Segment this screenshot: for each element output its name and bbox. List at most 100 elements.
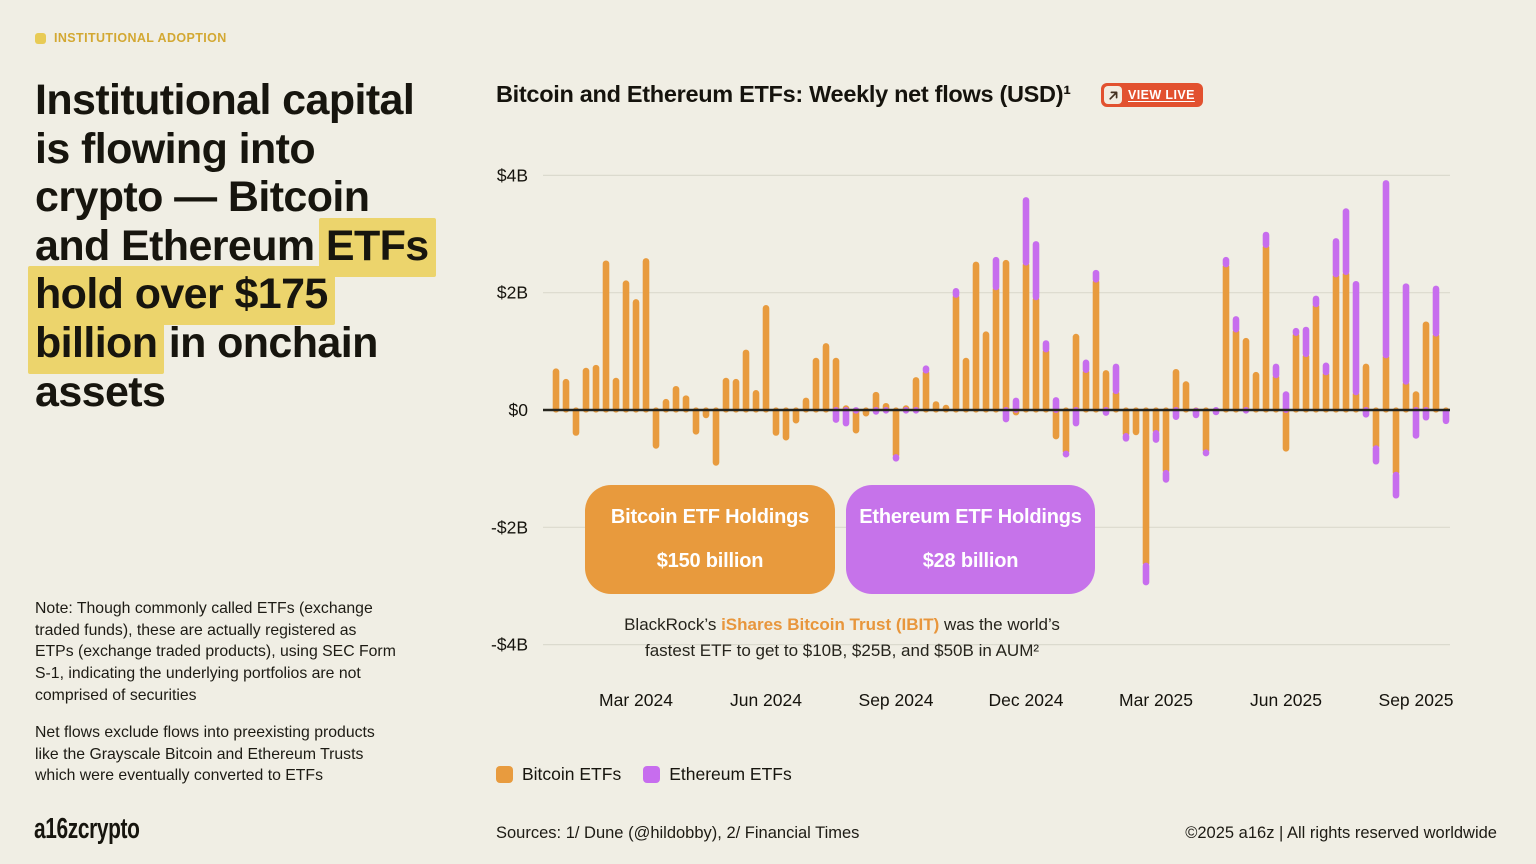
bar-segment [1422,321,1430,413]
bar-segment [782,407,790,441]
bar-segment [1342,208,1350,275]
bar-segment [1382,354,1390,413]
bar-segment [1072,407,1080,427]
bar-segment [872,391,880,413]
note-net-flows: Net flows exclude flows into preexisting… [35,724,375,785]
bar-segment [1232,316,1240,333]
bar-segment [1112,390,1120,413]
bar-segment [1112,363,1120,395]
bar-segment [1052,407,1060,440]
x-axis-label: Jun 2024 [730,690,802,710]
legend-item-bitcoin: Bitcoin ETFs [496,764,621,785]
bar-segment [1162,469,1170,483]
bar-segment [852,407,860,434]
bar-segment [1142,562,1150,586]
bar-segment [1082,359,1090,373]
x-axis-label: Jun 2025 [1250,690,1322,710]
view-live-label: VIEW LIVE [1128,88,1195,102]
bar-segment [1222,263,1230,413]
bar-segment [1182,381,1190,413]
bitcoin-callout-value: $150 billion [656,550,764,572]
bar-segment [1382,180,1390,359]
y-axis-label: $0 [509,400,529,420]
bar-segment [1262,231,1270,249]
bar-segment [762,305,770,413]
bar-segment [912,377,920,413]
bar-segment [952,293,960,413]
bar-segment [552,368,560,413]
bar-segment [572,407,580,436]
bar-segment [682,395,690,413]
bar-segment [742,349,750,413]
bar-segment [1252,371,1260,413]
bar-segment [602,260,610,413]
bar-segment [1122,432,1130,442]
bar-segment [582,367,590,413]
bar-segment [652,407,660,449]
page-title: Institutional capital is flowing into cryp… [28,76,505,416]
bar-segment [1002,259,1010,413]
bar-segment [1352,391,1360,413]
bar-segment [962,357,970,413]
bar-segment [732,378,740,413]
bar-segment [1232,328,1240,413]
bar-segment [842,407,850,427]
view-live-button[interactable]: VIEW LIVE [1101,83,1203,107]
bar-segment [1242,337,1250,413]
bar-segment [1102,407,1110,416]
bar-segment [1362,407,1370,418]
y-axis-label: -$4B [491,635,528,655]
bar-segment [1302,353,1310,413]
bar-segment [1022,197,1030,266]
bar-segment [1032,296,1040,413]
bar-segment [1042,340,1050,353]
bar-segment [1292,331,1300,413]
x-axis-label: Mar 2024 [599,690,673,710]
bar-segment [922,365,930,374]
a16zcrypto-logo: a16zcrypto [34,813,140,845]
bar-segment [1292,327,1300,336]
bar-segment [1432,332,1440,413]
bar-segment [862,407,870,417]
sources-text: Sources: 1/ Dune (@hildobby), 2/ Financi… [496,824,860,842]
bar-segment [1132,407,1140,436]
bar-segment [1172,368,1180,413]
bar-segment [1272,363,1280,379]
bar-segment [1092,278,1100,413]
bar-segment [952,288,960,298]
bar-segment [632,299,640,413]
bar-segment [1142,407,1150,567]
bar-segment [1122,407,1130,437]
bitcoin-holdings-callout: Bitcoin ETF Holdings $150 billion [585,485,835,594]
bar-segment [982,331,990,413]
y-axis-label: $2B [497,283,528,303]
ethereum-callout-value: $28 billion [922,550,1019,572]
bar-segment [1362,363,1370,413]
bar-segment [1302,326,1310,358]
bar-segment [1392,471,1400,499]
bar-segment [1092,269,1100,283]
bar-segment [642,258,650,413]
legend-item-ethereum: Ethereum ETFs [643,764,792,785]
bar-segment [1152,407,1160,435]
ethereum-callout-title: Ethereum ETF Holdings [859,506,1082,528]
bar-segment [692,407,700,435]
x-axis-label: Sep 2025 [1379,690,1454,710]
badge-label: INSTITUTIONAL ADOPTION [54,31,227,45]
bar-segment [1322,362,1330,376]
bar-segment [1072,333,1080,413]
ethereum-holdings-callout: Ethereum ETF Holdings $28 billion [846,485,1095,594]
bar-segment [792,407,800,424]
chart-legend: Bitcoin ETFs Ethereum ETFs [496,764,792,785]
bar-segment [992,286,1000,413]
y-axis-label: $4B [497,165,528,185]
bar-segment [1432,285,1440,337]
bar-segment [1372,445,1380,465]
bar-segment [1312,295,1320,308]
bar-segment [1402,380,1410,413]
bar-segment [832,357,840,413]
bar-segment [1032,241,1040,301]
bar-segment [972,261,980,413]
arrow-up-right-icon [1104,86,1122,104]
